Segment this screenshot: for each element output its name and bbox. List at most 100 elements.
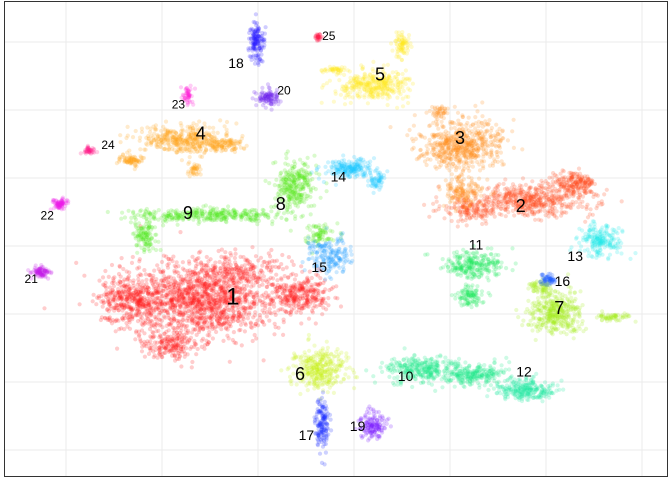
point xyxy=(190,317,195,322)
point xyxy=(219,285,224,290)
point xyxy=(210,294,215,299)
point xyxy=(247,312,252,317)
point xyxy=(194,283,199,288)
point xyxy=(190,272,195,277)
point xyxy=(444,138,449,143)
point xyxy=(197,280,202,285)
point xyxy=(595,193,600,198)
point xyxy=(138,301,143,306)
point xyxy=(199,303,204,308)
point xyxy=(257,298,263,303)
point xyxy=(179,291,185,296)
point xyxy=(211,302,217,307)
point xyxy=(210,308,215,313)
point xyxy=(218,269,223,274)
point xyxy=(211,288,216,293)
point xyxy=(269,282,274,287)
point xyxy=(456,219,461,224)
point xyxy=(244,295,249,300)
point xyxy=(189,282,194,287)
point xyxy=(100,275,106,280)
point xyxy=(230,304,235,309)
point xyxy=(90,299,95,304)
point xyxy=(499,212,504,217)
point xyxy=(171,282,176,287)
point xyxy=(245,283,250,288)
point xyxy=(153,126,158,131)
point xyxy=(106,274,111,279)
point xyxy=(210,306,215,311)
point xyxy=(150,276,155,281)
point xyxy=(172,326,177,331)
point xyxy=(190,296,195,301)
point xyxy=(179,123,184,128)
point xyxy=(238,139,243,145)
point xyxy=(270,298,276,303)
point xyxy=(222,124,227,129)
point xyxy=(116,287,121,292)
point xyxy=(186,308,192,313)
point xyxy=(392,89,397,94)
point xyxy=(188,279,193,284)
point xyxy=(231,291,236,296)
point xyxy=(217,273,222,279)
point xyxy=(290,289,295,294)
point xyxy=(273,312,278,317)
point xyxy=(174,291,179,296)
point xyxy=(203,147,209,152)
point xyxy=(183,276,188,281)
point xyxy=(188,285,193,291)
point xyxy=(171,282,176,287)
point xyxy=(195,346,200,352)
point xyxy=(153,307,158,312)
cluster-4-points xyxy=(114,118,249,179)
point xyxy=(321,298,326,303)
point xyxy=(242,329,247,334)
point xyxy=(236,270,241,275)
point xyxy=(461,177,466,182)
point xyxy=(205,293,210,298)
point xyxy=(221,312,226,317)
point xyxy=(138,292,143,297)
point xyxy=(244,279,249,284)
point xyxy=(165,276,171,281)
point xyxy=(215,130,220,135)
point xyxy=(252,273,257,278)
point xyxy=(195,304,200,309)
point xyxy=(355,91,360,96)
point xyxy=(491,211,496,216)
point xyxy=(160,293,165,299)
point xyxy=(225,315,230,320)
point xyxy=(188,277,193,282)
point xyxy=(175,288,180,293)
point xyxy=(129,291,134,296)
point xyxy=(140,302,145,307)
point xyxy=(147,286,152,291)
point xyxy=(338,92,343,97)
point xyxy=(102,315,108,320)
point xyxy=(283,297,288,302)
point xyxy=(180,300,185,305)
point xyxy=(137,265,142,270)
point xyxy=(434,114,439,120)
point xyxy=(199,324,204,330)
point xyxy=(250,263,255,268)
point xyxy=(215,314,220,319)
point xyxy=(138,224,143,229)
point xyxy=(559,209,564,215)
point xyxy=(196,321,201,326)
point xyxy=(539,190,545,195)
point xyxy=(169,320,174,325)
point xyxy=(533,217,538,222)
point xyxy=(213,278,218,284)
point xyxy=(243,296,248,302)
point xyxy=(283,309,288,314)
point xyxy=(259,318,264,323)
point xyxy=(192,298,197,304)
point xyxy=(160,278,165,283)
point xyxy=(182,277,187,282)
point xyxy=(142,331,147,336)
point xyxy=(203,273,208,279)
point xyxy=(152,279,157,285)
point xyxy=(181,336,186,341)
